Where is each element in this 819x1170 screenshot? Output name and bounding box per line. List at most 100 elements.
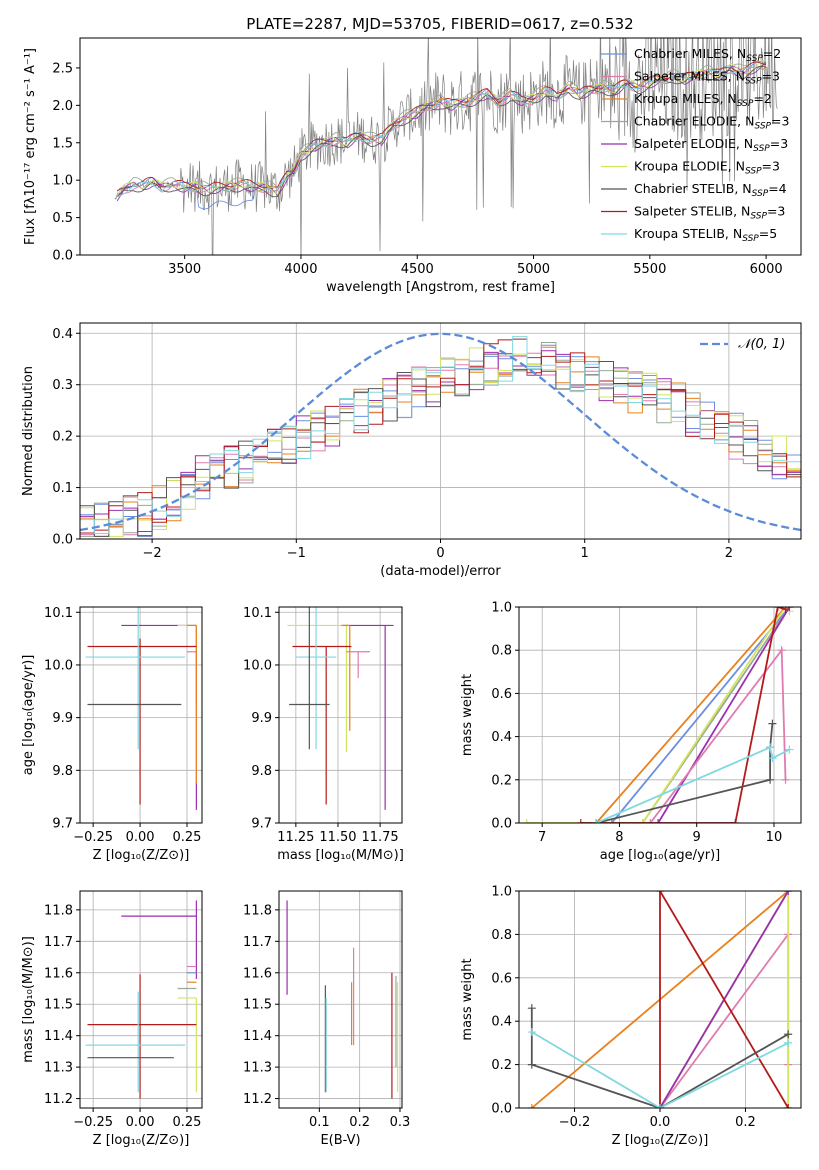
weight-point — [784, 891, 793, 895]
y-tick-label: 2.5 — [52, 61, 73, 76]
y-axis-label: Flux [fλ10⁻¹⁷ erg cm⁻² s⁻¹ A⁻¹] — [23, 48, 38, 245]
chart-layer: 3500 4000 4500 5000 5500 6000 0.0 0.5 1.0 1.5 2.0 2… — [21, 37, 802, 1148]
y-tick-label: 9.9 — [52, 711, 73, 726]
x-tick-label: 0.0 — [650, 1115, 671, 1130]
y-tick-label: 9.7 — [251, 817, 272, 832]
y-tick-label: 11.2 — [44, 1092, 73, 1107]
x-tick-label: 11.25 — [277, 830, 314, 845]
legend-label: Kroupa STELIB, N — [634, 226, 742, 241]
legend-subscript: SSP — [752, 189, 769, 199]
weight-point — [766, 743, 775, 752]
x-tick-label: 4000 — [284, 262, 317, 277]
legend-subscript: SSP — [745, 77, 762, 87]
weight-line-kroupa-stelib — [595, 746, 790, 823]
weight-point — [607, 819, 616, 823]
legend-label: Salpeter STELIB, N — [634, 204, 750, 219]
model-salpeter-miles — [117, 66, 767, 197]
weight-point — [773, 607, 782, 611]
legend-entry: Kroupa ELODIE, NSSP=3 — [634, 159, 780, 177]
model-chabrier-stelib — [116, 65, 767, 198]
legend-nssp: =4 — [768, 181, 786, 196]
hist-chabrier-miles — [80, 344, 801, 537]
legend-nssp: =3 — [771, 114, 789, 129]
y-tick-label: 0.3 — [52, 378, 73, 393]
y-tick-label: 0.0 — [52, 249, 73, 264]
y-tick-label: 11.8 — [44, 903, 73, 918]
weight-point — [731, 819, 740, 823]
y-tick-label: 0.0 — [491, 817, 512, 832]
legend-nssp: =3 — [762, 159, 780, 174]
x-tick-label: 11.50 — [319, 830, 356, 845]
x-tick-label: 0.3 — [390, 1115, 411, 1130]
y-tick-label: 0.4 — [491, 730, 512, 745]
y-tick-label: 11.8 — [243, 903, 272, 918]
x-tick-label: 0.1 — [309, 1115, 330, 1130]
weight-point — [656, 1104, 664, 1108]
weight-point — [777, 646, 786, 655]
axes-frame — [79, 322, 802, 540]
legend-label: Chabrier STELIB, N — [634, 181, 752, 196]
y-axis-label: Normed distribution — [21, 366, 36, 496]
y-tick-label: 11.5 — [44, 998, 73, 1013]
x-tick-label: 8 — [615, 830, 623, 845]
legend-entry: Kroupa MILES, NSSP=2 — [634, 91, 772, 109]
y-tick-label: 0.4 — [52, 327, 73, 342]
age_vs_mass-plot-area — [279, 607, 402, 823]
weight-line-kroupa-elodie — [526, 607, 791, 823]
axes-frame — [278, 606, 403, 824]
weight-line-salpeter-stelib — [659, 891, 789, 1108]
x-axis-label: Z [log₁₀(Z/Z⊙)] — [93, 1133, 190, 1148]
weight-point — [784, 1030, 793, 1039]
y-tick-label: 11.2 — [243, 1092, 272, 1107]
weight-point — [781, 775, 790, 784]
y-tick-label: 9.9 — [251, 711, 272, 726]
weight-point — [768, 754, 777, 763]
weight-point — [592, 819, 601, 823]
y-tick-label: 0.5 — [52, 211, 73, 226]
axes-frame — [518, 890, 802, 1109]
y-tick-label: 10.1 — [44, 606, 73, 621]
y-tick-label: 11.3 — [44, 1061, 73, 1076]
axes-frame — [278, 890, 403, 1109]
weight-point — [527, 1104, 536, 1108]
x-tick-label: −1 — [287, 546, 306, 561]
mass_vs_ebv-plot-area — [279, 891, 402, 1108]
x-tick-label: 7 — [538, 830, 546, 845]
axes-frame — [79, 37, 802, 256]
y-tick-label: 10.0 — [44, 658, 73, 673]
y-tick-label: 0.0 — [491, 1102, 512, 1117]
y-tick-label: 2.0 — [52, 99, 73, 114]
legend-subscript: SSP — [737, 99, 754, 109]
weight-line-kroupa-stelib — [531, 1031, 789, 1108]
y-tick-label: 1.5 — [52, 136, 73, 151]
x-tick-label: 4500 — [401, 262, 434, 277]
x-tick-label: −0.25 — [73, 1115, 113, 1130]
y-tick-label: 9.7 — [52, 817, 73, 832]
x-tick-label: 0.25 — [173, 830, 202, 845]
x-tick-label: 0.00 — [126, 830, 155, 845]
y-tick-label: 0.6 — [491, 687, 512, 702]
x-tick-label: 2 — [725, 546, 733, 561]
legend-subscript: SSP — [753, 144, 770, 154]
weight-point — [781, 607, 790, 614]
y-tick-label: 9.8 — [52, 764, 73, 779]
weight_vs_age-plot-area — [519, 607, 801, 823]
weight-point — [638, 819, 647, 823]
weight-line-salpeter-stelib — [580, 607, 786, 823]
y-tick-label: 0.4 — [491, 1015, 512, 1030]
y-tick-label: 10.1 — [243, 606, 272, 621]
x-axis-label: wavelength [Angstrom, rest frame] — [326, 280, 555, 295]
legend-entry: Salpeter ELODIE, NSSP=3 — [634, 136, 788, 154]
y-tick-label: 10.0 — [243, 658, 272, 673]
legend-label: Kroupa ELODIE, N — [634, 159, 745, 174]
x-axis-label: (data-model)/error — [380, 564, 501, 579]
residuals-plot-area — [80, 323, 801, 539]
y-tick-label: 11.3 — [243, 1061, 272, 1076]
y-tick-label: 0.6 — [491, 971, 512, 986]
figure-title: PLATE=2287, MJD=53705, FIBERID=0617, z=0… — [246, 15, 633, 33]
y-axis-label: mass weight — [460, 958, 475, 1040]
legend-entry: Salpeter STELIB, NSSP=3 — [634, 204, 785, 222]
x-axis-label: E(B-V) — [320, 1133, 360, 1148]
x-tick-label: 0.25 — [173, 1115, 202, 1130]
x-axis-label: age [log₁₀(age/yr)] — [600, 848, 721, 863]
